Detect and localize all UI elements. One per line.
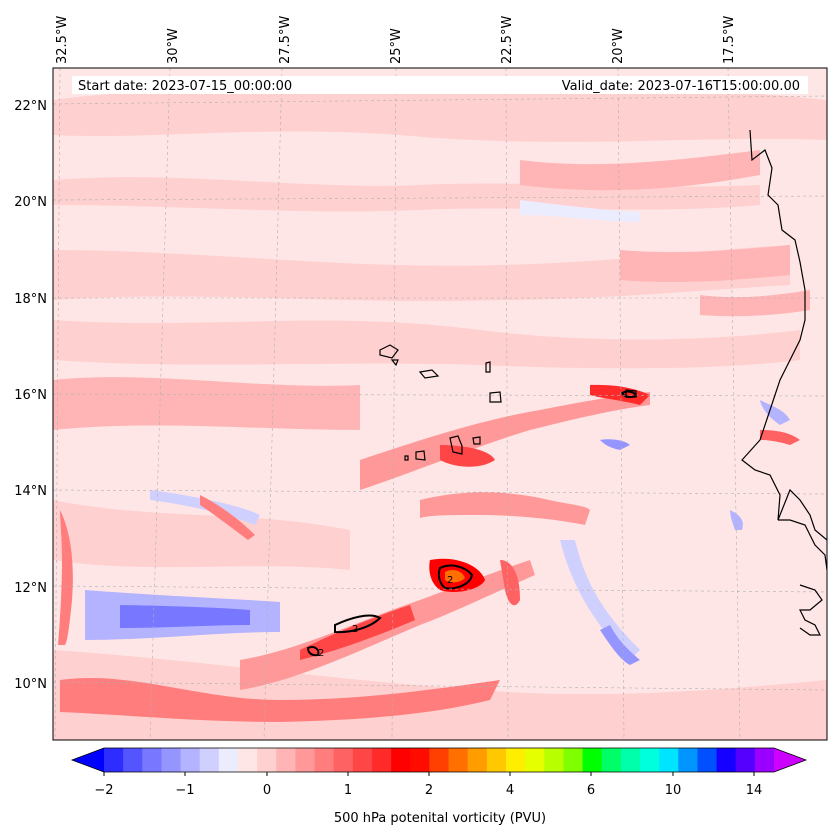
lat-label: 18°N (14, 292, 47, 307)
colorbar-tick: −1 (175, 783, 194, 798)
colorbar-tick: 0 (263, 783, 271, 798)
colorbar-swatch (410, 748, 430, 772)
start-date-label: Start date: 2023-07-15_00:00:00 (78, 79, 292, 94)
colorbar (70, 747, 808, 776)
coastlines (379, 129, 827, 636)
lon-label: 22.5°W (500, 16, 515, 64)
colorbar-swatch (544, 748, 564, 772)
colorbar-swatch (582, 748, 603, 772)
island-maio (472, 436, 481, 445)
colorbar-tick: 6 (587, 783, 595, 798)
colorbar-tick: −2 (94, 783, 113, 798)
colorbar-label: 500 hPa potenital vorticity (PVU) (334, 811, 546, 826)
island-sao-nicolau (418, 369, 440, 379)
colorbar-swatch (448, 748, 469, 772)
colorbar-swatch (563, 748, 584, 772)
cap-vert-coast (625, 389, 637, 398)
lon-label: 25°W (389, 28, 404, 64)
lon-label: 32.5°W (55, 16, 70, 64)
colorbar-tick: 14 (746, 783, 763, 798)
island-boa-vista (489, 391, 502, 403)
colorbar-swatch (640, 748, 660, 772)
lon-label: 30°W (166, 28, 181, 64)
island-santiago (449, 435, 463, 455)
colorbar-swatch (620, 748, 641, 772)
colorbar-swatch (314, 748, 335, 772)
colorbar-swatch (333, 748, 354, 772)
lon-labels: 32.5°W 30°W 27.5°W 25°W 22.5°W 20°W 17.5… (55, 16, 737, 64)
colorbar-swatch (678, 748, 698, 772)
colorbar-swatch (525, 748, 545, 772)
contour-label-2: 2 (352, 624, 358, 635)
colorbar-swatch (391, 748, 411, 772)
colorbar-swatch (276, 748, 296, 772)
colorbar-ticks: −2 −1 0 1 2 4 6 10 14 (94, 783, 762, 798)
colorbar-swatch (697, 748, 718, 772)
lat-labels: 22°N 20°N 18°N 16°N 14°N 12°N 10°N (14, 99, 47, 692)
colorbar-swatch (735, 748, 756, 772)
colorbar-swatch (257, 748, 277, 772)
lat-label: 14°N (14, 484, 47, 499)
island-santo-antao (379, 344, 399, 359)
lat-label: 10°N (14, 677, 47, 692)
colorbar-extend-min (72, 748, 104, 772)
date-header-box (72, 76, 808, 94)
island-fogo (415, 450, 426, 461)
colorbar-swatch (716, 748, 737, 772)
colorbar-swatch (218, 748, 239, 772)
lon-label: 27.5°W (278, 16, 293, 64)
colorbar-swatch (199, 748, 220, 772)
pv-streamer (58, 384, 800, 722)
map-frame (52, 67, 828, 741)
island-brava (404, 455, 409, 461)
colorbar-swatch (123, 748, 143, 772)
colorbar-swatch (372, 748, 392, 772)
colorbar-swatch (104, 748, 124, 772)
colorbar-swatch (142, 748, 162, 772)
colorbar-swatch (754, 748, 775, 772)
island-sao-vicente (390, 359, 399, 367)
colorbar-extend-max (774, 748, 806, 772)
lat-label: 12°N (14, 581, 47, 596)
map-panel: 2 2 2 (53, 68, 827, 740)
lat-label: 20°N (14, 195, 47, 210)
graticule (53, 68, 827, 740)
lat-label: 16°N (14, 388, 47, 403)
island-sal (485, 361, 491, 373)
colorbar-swatch (429, 748, 450, 772)
colorbar-tick: 1 (344, 783, 352, 798)
colorbar-swatch (352, 748, 373, 772)
colorbar-swatch (601, 748, 622, 772)
colorbar-tick: 2 (425, 783, 433, 798)
colorbar-tick: 10 (665, 783, 682, 798)
colorbar-swatch (180, 748, 201, 772)
lon-label: 17.5°W (722, 16, 737, 64)
colorbar-swatch (506, 748, 526, 772)
colorbar-tick: 4 (506, 783, 514, 798)
colorbar-swatch (295, 748, 316, 772)
lat-label: 22°N (14, 99, 47, 114)
colorbar-swatch (238, 748, 258, 772)
contour-label-1: 2 (447, 575, 453, 586)
lon-label: 20°W (611, 28, 626, 64)
colorbar-swatch (659, 748, 679, 772)
colorbar-swatch (161, 748, 182, 772)
valid-date-label: Valid_date: 2023-07-16T15:00:00.00 (562, 79, 800, 94)
contour-label-3: 2 (318, 648, 324, 659)
colorbar-swatch (486, 748, 507, 772)
colorbar-swatch (467, 748, 488, 772)
